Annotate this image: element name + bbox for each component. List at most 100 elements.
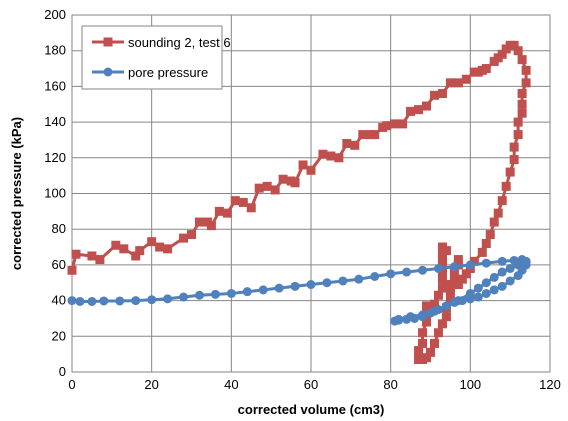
data-point-circle — [489, 285, 499, 295]
series-layer — [67, 40, 531, 365]
legend-marker-square — [103, 37, 113, 47]
data-point-circle — [131, 296, 141, 306]
data-point-square — [422, 353, 432, 363]
data-point-square — [429, 338, 439, 348]
data-point-circle — [394, 314, 404, 324]
data-point-square — [449, 267, 459, 277]
data-point-circle — [67, 296, 77, 306]
data-point-square — [481, 64, 491, 74]
data-point-square — [481, 238, 491, 248]
data-point-circle — [406, 312, 416, 322]
x-tick-label: 40 — [224, 377, 238, 392]
data-point-square — [437, 283, 447, 293]
data-point-square — [398, 119, 408, 129]
data-point-circle — [402, 267, 412, 277]
data-point-square — [298, 160, 308, 170]
data-point-circle — [418, 265, 428, 275]
data-point-square — [437, 274, 447, 284]
data-point-square — [445, 78, 455, 88]
data-point-square — [437, 256, 447, 266]
y-tick-label: 180 — [44, 43, 66, 58]
y-tick-label: 80 — [52, 221, 66, 236]
y-tick-label: 20 — [52, 328, 66, 343]
data-point-circle — [386, 269, 396, 279]
data-point-circle — [497, 281, 507, 291]
data-point-circle — [489, 272, 499, 282]
data-point-square — [254, 183, 264, 193]
data-point-square — [517, 55, 527, 65]
data-point-circle — [497, 267, 507, 277]
data-point-circle — [210, 289, 220, 299]
data-point-square — [418, 338, 428, 348]
y-tick-label: 120 — [44, 150, 66, 165]
data-point-square — [437, 269, 447, 279]
data-point-square — [513, 46, 523, 56]
data-point-square — [414, 105, 424, 115]
data-point-square — [187, 230, 196, 240]
data-point-circle — [258, 285, 268, 295]
data-point-circle — [99, 296, 109, 306]
legend-label-sounding: sounding 2, test 6 — [128, 35, 231, 50]
x-axis-title: corrected volume (cm3) — [238, 402, 385, 417]
data-point-square — [87, 251, 97, 261]
data-point-square — [422, 317, 432, 327]
data-point-square — [517, 89, 527, 99]
data-point-square — [426, 347, 435, 357]
data-point-square — [461, 74, 471, 84]
data-point-square — [433, 328, 443, 338]
data-point-square — [246, 203, 256, 213]
data-point-circle — [370, 272, 380, 282]
legend-marker-circle — [103, 67, 113, 77]
data-point-square — [206, 221, 216, 231]
data-point-square — [437, 251, 447, 261]
data-point-circle — [338, 276, 348, 286]
x-tick-label: 60 — [304, 377, 318, 392]
data-point-square — [445, 292, 455, 302]
legend-box — [81, 25, 223, 90]
data-point-square — [513, 117, 523, 127]
data-point-square — [147, 237, 157, 247]
data-point-square — [453, 255, 463, 265]
x-tick-label: 80 — [383, 377, 397, 392]
data-point-square — [453, 78, 463, 88]
data-point-square — [326, 151, 336, 161]
y-tick-label: 140 — [44, 114, 66, 129]
data-point-circle — [115, 296, 125, 306]
data-point-square — [497, 196, 507, 206]
data-point-square — [306, 165, 316, 175]
x-tick-label: 120 — [539, 377, 561, 392]
data-point-square — [521, 65, 531, 75]
data-point-square — [278, 174, 288, 184]
data-point-square — [517, 99, 527, 109]
data-point-circle — [521, 257, 531, 267]
data-point-circle — [87, 296, 97, 306]
series-pore-pressure — [67, 255, 531, 326]
data-point-square — [194, 217, 204, 227]
data-point-square — [342, 139, 352, 149]
series-line — [70, 43, 528, 361]
data-point-circle — [179, 292, 189, 302]
data-point-square — [429, 90, 439, 100]
data-point-square — [350, 140, 360, 150]
data-point-circle — [75, 296, 85, 306]
data-point-square — [382, 121, 392, 131]
data-point-square — [222, 208, 232, 218]
data-point-circle — [481, 288, 491, 298]
data-point-square — [414, 346, 424, 356]
y-tick-label: 100 — [44, 186, 66, 201]
data-point-square — [155, 242, 165, 252]
y-tick-label: 160 — [44, 78, 66, 93]
data-point-circle — [163, 294, 173, 304]
data-point-circle — [429, 306, 439, 316]
data-point-circle — [513, 271, 523, 281]
data-point-circle — [322, 278, 332, 288]
data-point-square — [449, 276, 459, 286]
data-point-circle — [473, 283, 483, 293]
data-point-square — [214, 206, 224, 216]
tick-labels: 0 20 40 60 80 100 120 0 20 40 60 80 100 120 140 160 180 2… — [44, 7, 561, 392]
data-point-square — [445, 283, 455, 293]
y-tick-label: 200 — [44, 7, 66, 22]
series-sounding — [67, 40, 531, 365]
data-point-square — [517, 108, 527, 118]
